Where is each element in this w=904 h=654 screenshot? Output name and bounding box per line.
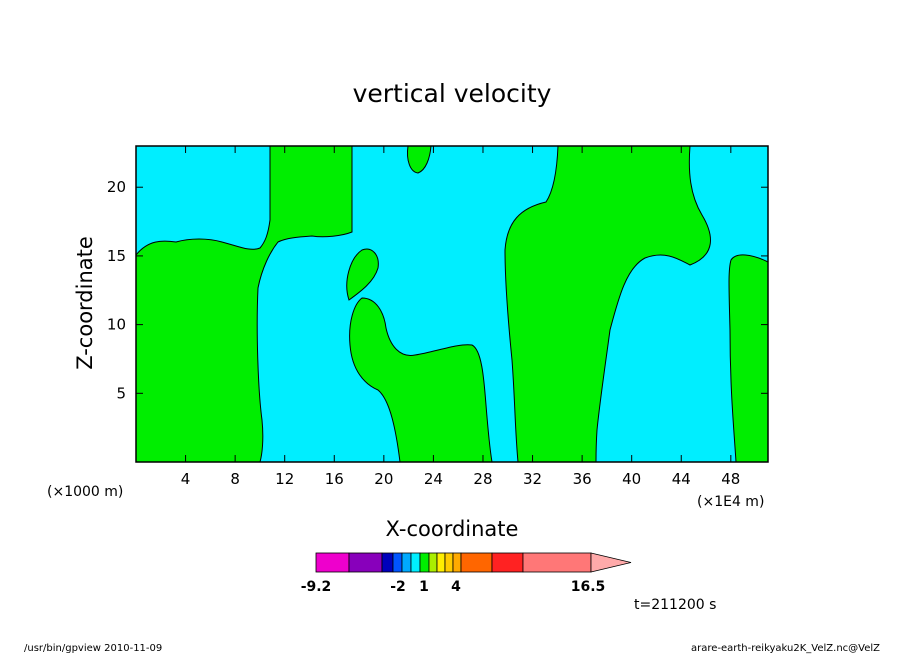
- y-tick-label: 20: [107, 178, 126, 196]
- contour-regions: [135, 145, 769, 463]
- x-tick-label: 8: [230, 470, 240, 488]
- x-axis-label: X-coordinate: [386, 517, 519, 541]
- y-tick-label: 5: [116, 384, 126, 402]
- y-tick-label: 10: [107, 316, 126, 334]
- contour-region-3: [349, 297, 493, 463]
- colorbar-segment: [381, 552, 394, 573]
- colorbar-segment: [348, 552, 383, 573]
- x-tick-label: 48: [721, 470, 740, 488]
- footer-right: arare-earth-reikyaku2K_VelZ.nc@VelZ: [691, 643, 880, 654]
- colorbar-label: -2: [390, 579, 406, 595]
- colorbar-labels: -9.2 -2 1 4 16.5: [301, 579, 606, 595]
- colorbar-segment: [444, 552, 454, 573]
- colorbar-label: 1: [419, 579, 429, 595]
- contour-region-6: [728, 254, 769, 463]
- colorbar-segment: [428, 552, 438, 573]
- x-tick-label: 40: [622, 470, 641, 488]
- x-tick-label: 44: [672, 470, 691, 488]
- colorbar: [315, 552, 632, 573]
- y-tick-label: 15: [107, 247, 126, 265]
- colorbar-segment: [315, 552, 350, 573]
- x-unit-left: (×1000 m): [47, 484, 123, 500]
- contour-region-1: [135, 145, 353, 463]
- x-tick-label: 16: [325, 470, 344, 488]
- colorbar-segment: [460, 552, 493, 573]
- colorbar-segment: [410, 552, 421, 573]
- x-tick-label: 36: [573, 470, 592, 488]
- chart-title: vertical velocity: [353, 79, 552, 108]
- x-tick-label: 4: [181, 470, 191, 488]
- colorbar-label: 4: [451, 579, 461, 595]
- colorbar-segment: [401, 552, 412, 573]
- plot-frame: [135, 145, 769, 463]
- x-tick-label: 20: [374, 470, 393, 488]
- time-label: t=211200 s: [634, 597, 716, 613]
- colorbar-segment: [392, 552, 403, 573]
- x-tick-label: 12: [275, 470, 294, 488]
- contour-region-5: [504, 145, 711, 463]
- x-tick-label: 28: [473, 470, 492, 488]
- x-axis-ticks: 4 8 12 16 20 24 28 32 36 40 44 48: [181, 146, 740, 488]
- x-tick-label: 24: [424, 470, 443, 488]
- y-axis-label: Z-coordinate: [73, 236, 97, 370]
- footer-left: /usr/bin/gpview 2010-11-09: [24, 643, 162, 654]
- colorbar-label: 16.5: [571, 579, 606, 595]
- contour-region-4: [407, 145, 432, 174]
- contour-region-2: [346, 248, 379, 301]
- colorbar-segment: [419, 552, 430, 573]
- x-tick-label: 32: [523, 470, 542, 488]
- colorbar-segment: [522, 552, 592, 573]
- colorbar-segment: [452, 552, 462, 573]
- colorbar-segment: [436, 552, 446, 573]
- x-unit-right: (×1E4 m): [697, 494, 764, 510]
- y-axis-ticks: 5 10 15 20: [107, 178, 768, 402]
- colorbar-arrow: [590, 552, 632, 573]
- colorbar-segment: [491, 552, 524, 573]
- colorbar-label: -9.2: [301, 579, 332, 595]
